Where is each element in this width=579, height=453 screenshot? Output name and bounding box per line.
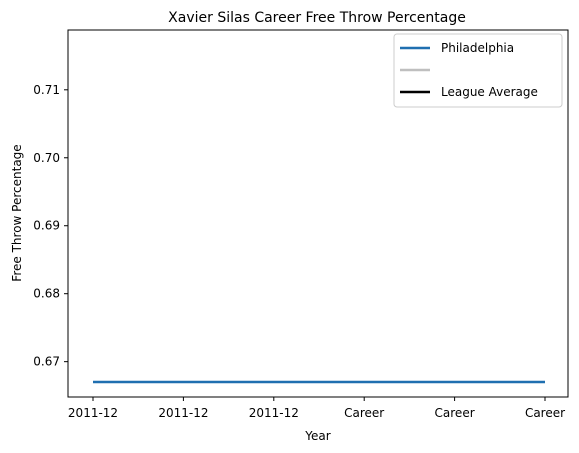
plot-area <box>67 29 569 398</box>
legend-label: Philadelphia <box>441 41 514 55</box>
legend: Philadelphia League Average <box>393 33 563 108</box>
x-tick-label: 2011-12 <box>68 406 118 420</box>
x-tick-label: 2011-12 <box>249 406 299 420</box>
y-axis-label: Free Throw Percentage <box>10 144 24 281</box>
x-tick-label: 2011-12 <box>158 406 208 420</box>
y-tick-label: 0.69 <box>33 219 60 233</box>
chart-title: Xavier Silas Career Free Throw Percentag… <box>168 10 466 26</box>
x-tick-label: Career <box>525 406 565 420</box>
y-axis: 0.67 0.68 0.69 0.70 0.71 <box>33 83 68 369</box>
x-axis: 2011-12 2011-12 2011-12 Career Career Career <box>68 397 565 420</box>
y-tick-label: 0.71 <box>33 83 60 97</box>
y-tick-label: 0.68 <box>33 287 60 301</box>
x-axis-label: Year <box>304 429 330 443</box>
x-tick-label: Career <box>344 406 384 420</box>
y-tick-label: 0.70 <box>33 151 60 165</box>
legend-label: League Average <box>441 85 538 99</box>
plot-frame <box>67 29 569 398</box>
legend-box <box>393 33 563 108</box>
y-tick-label: 0.67 <box>33 355 60 369</box>
x-tick-label: Career <box>435 406 475 420</box>
